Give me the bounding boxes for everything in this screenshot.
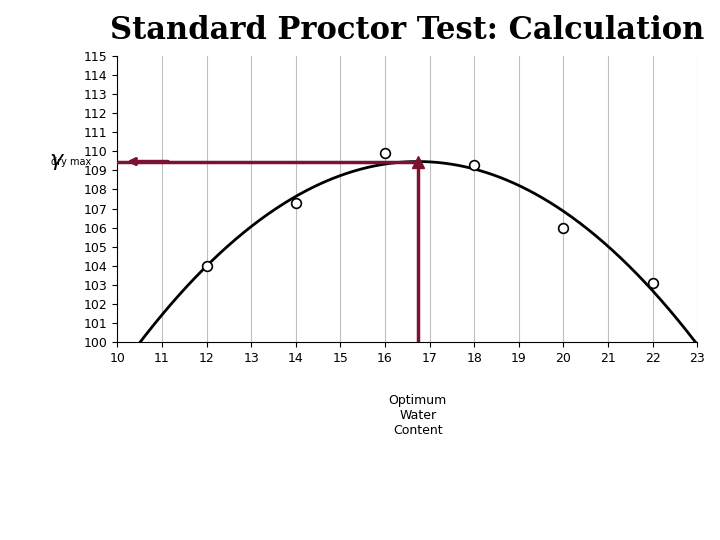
Text: Optimum
Water
Content: Optimum Water Content — [389, 394, 447, 437]
Title: Standard Proctor Test: Calculation: Standard Proctor Test: Calculation — [110, 15, 704, 46]
Text: dry max: dry max — [51, 157, 91, 166]
Text: $\gamma$: $\gamma$ — [49, 152, 66, 172]
